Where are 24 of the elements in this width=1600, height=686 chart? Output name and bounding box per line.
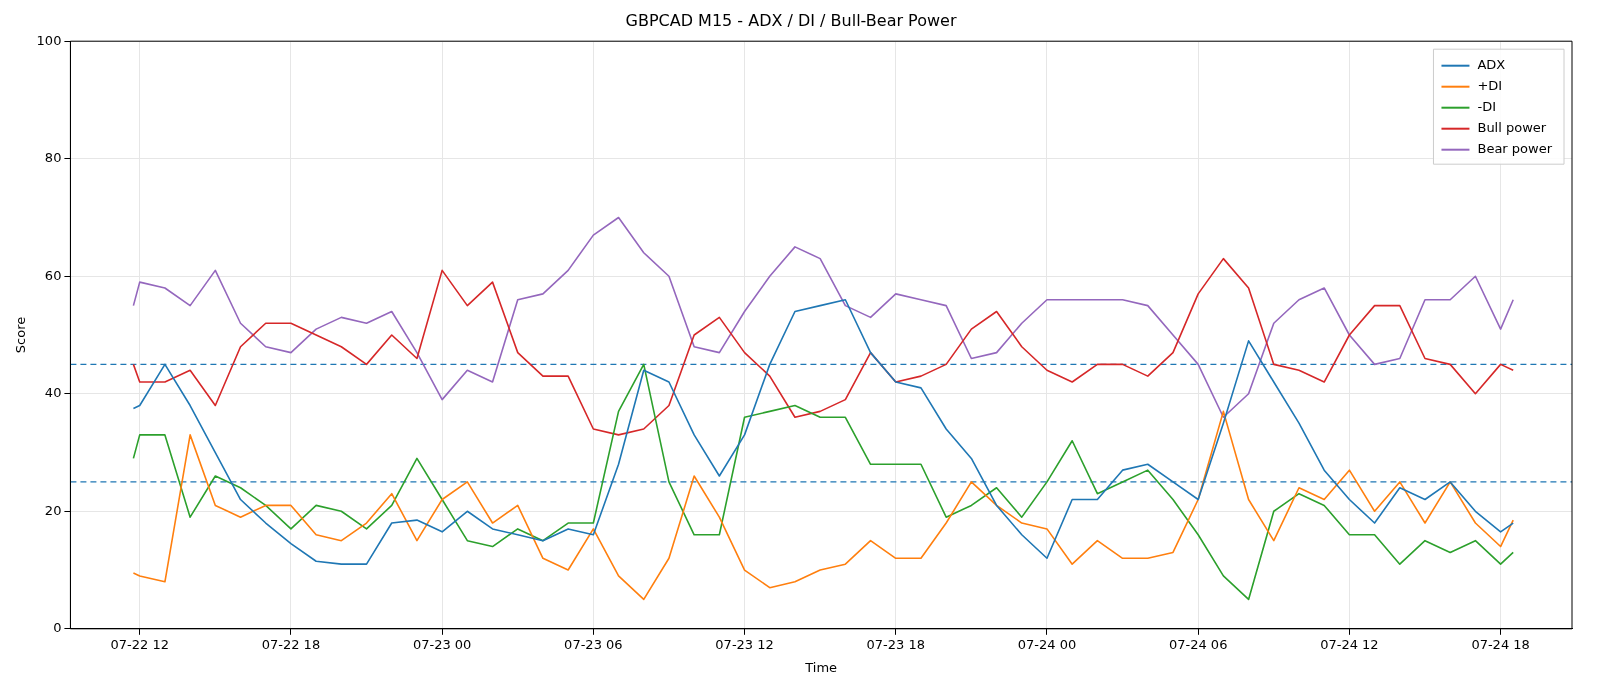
y-tick-label: 20 xyxy=(44,502,62,518)
legend-label: Bear power xyxy=(1477,141,1553,157)
legend-label: -DI xyxy=(1477,99,1497,115)
x-tick-label: 07-23 12 xyxy=(715,636,774,652)
y-tick-label: 80 xyxy=(44,150,62,166)
x-tick-label: 07-23 00 xyxy=(412,636,472,652)
x-tick-label: 07-23 06 xyxy=(564,636,623,652)
legend-label: ADX xyxy=(1477,57,1506,73)
x-axis-title: Time xyxy=(804,659,838,675)
x-tick-label: 07-22 18 xyxy=(261,636,321,652)
legend-label: +DI xyxy=(1477,78,1503,94)
x-tick-label: 07-22 12 xyxy=(110,636,169,652)
x-tick-label: 07-24 00 xyxy=(1017,636,1077,652)
chart-title: GBPCAD M15 - ADX / DI / Bull-Bear Power xyxy=(625,10,957,30)
legend-label: Bull power xyxy=(1477,120,1547,136)
y-tick-label: 60 xyxy=(44,267,62,283)
x-tick-label: 07-24 12 xyxy=(1320,636,1379,652)
x-tick-label: 07-24 06 xyxy=(1168,636,1228,652)
x-tick-label: 07-24 18 xyxy=(1471,636,1530,652)
x-tick-label: 07-23 18 xyxy=(866,636,925,652)
y-tick-label: 40 xyxy=(44,385,62,401)
y-tick-label: 0 xyxy=(53,620,62,636)
y-axis-title: Score xyxy=(13,316,29,354)
y-tick-label: 100 xyxy=(36,32,62,48)
